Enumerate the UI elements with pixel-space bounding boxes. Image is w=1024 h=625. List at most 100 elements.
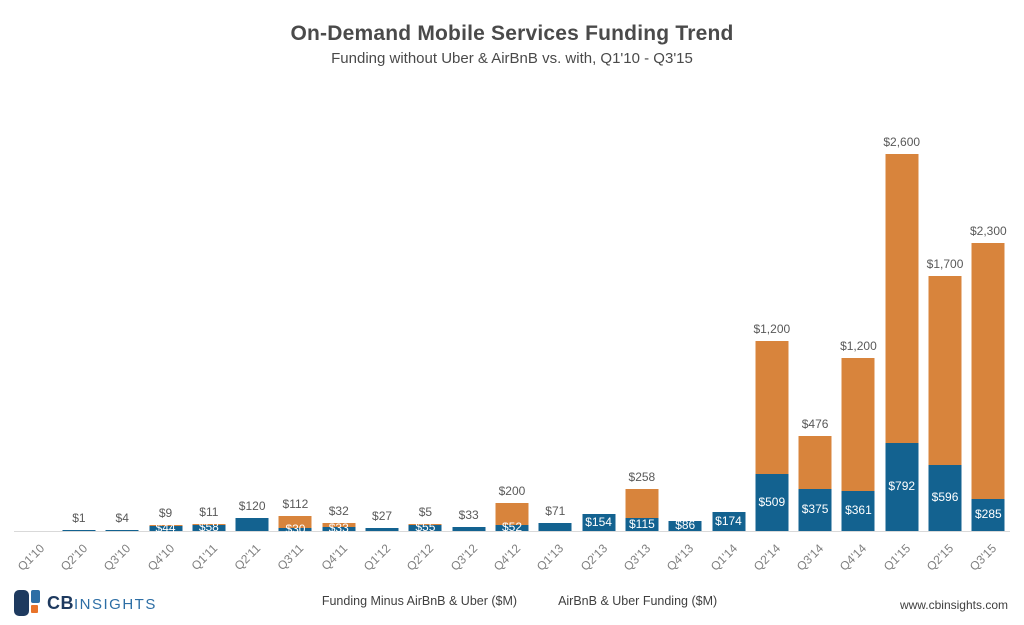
segment-funding-minus: [452, 527, 486, 531]
value-label-above: $1,700: [926, 257, 964, 271]
stacked-bar: $112 $30: [278, 498, 312, 535]
stacked-bar: $258 $115: [625, 471, 659, 531]
value-label-above: $27: [372, 509, 393, 523]
segment-funding-minus: [538, 523, 572, 531]
value-label-above: $71: [545, 504, 566, 518]
bar-slot-Q1-10: Q1'10: [14, 110, 57, 573]
value-label-inside: $52: [501, 520, 522, 534]
cbinsights-logo-text: CB INSIGHTS: [47, 593, 157, 614]
bar-slot-Q4-10: $9 $44 Q4'10: [144, 110, 187, 574]
value-label-above: $4: [115, 511, 129, 525]
value-label-above: $258: [628, 470, 656, 484]
segment-funding-minus: [755, 474, 789, 531]
legend-label-airbnb-uber: AirBnB & Uber Funding ($M): [558, 594, 718, 608]
segment-funding-minus: [495, 525, 529, 531]
bar-slot-Q2-15: $1,700 $596 Q2'15: [923, 110, 966, 574]
segment-funding-minus: [278, 528, 312, 531]
segment-funding-minus: [365, 528, 399, 531]
plot-area: Q1'10 $1 Q2'10 $4 Q3'10 $9 $44 Q4'10 $11 $58 Q1'11…: [14, 110, 1010, 574]
x-axis-line: [14, 531, 1010, 532]
value-label-above: $1,200: [840, 339, 877, 353]
stacked-bar: $1,200 $361: [840, 340, 877, 531]
legend-item-funding-minus: Funding Minus AirBnB & Uber ($M): [307, 594, 517, 608]
bar-slot-Q3-14: $476 $375 Q3'14: [793, 110, 836, 574]
bar-slot-Q1-14: $174 Q1'14: [707, 110, 750, 574]
stacked-bar: $1: [62, 512, 96, 531]
segment-funding-minus: [582, 514, 616, 531]
x-tick-label: Q4'10: [144, 541, 177, 574]
segment-airbnb-uber: [322, 523, 356, 527]
x-tick-label: Q3'11: [275, 541, 307, 573]
segment-funding-minus: [885, 443, 919, 531]
value-label-inside: $174: [715, 513, 742, 528]
stacked-bar: $33: [452, 509, 486, 531]
value-label-inside: $86: [675, 518, 696, 532]
segment-airbnb-uber: [278, 516, 312, 528]
stacked-bar: $200 $52: [495, 485, 529, 534]
legend-label-funding-minus: Funding Minus AirBnB & Uber ($M): [321, 594, 518, 608]
bar-slot-Q3-10: $4 Q3'10: [101, 110, 144, 574]
stacked-bar: $120: [235, 500, 269, 531]
bar-slot-Q2-14: $1,200 $509 Q2'14: [750, 110, 793, 574]
value-label-above: $1,200: [753, 322, 791, 336]
segment-funding-minus: [928, 465, 962, 531]
segment-airbnb-uber: [798, 436, 832, 489]
bar-slot-Q4-12: $200 $52 Q4'12: [490, 110, 533, 574]
segment-airbnb-uber: [408, 524, 442, 525]
segment-funding-minus: [192, 525, 226, 531]
cbinsights-logo-icon: [14, 590, 40, 616]
bar-slot-Q1-13: $71 Q1'13: [534, 110, 577, 574]
segment-funding-minus: [971, 499, 1005, 531]
value-label-inside: $58: [198, 520, 219, 534]
bar-slot-Q2-13: $154 Q2'13: [577, 110, 620, 574]
segment-airbnb-uber: [625, 489, 659, 518]
segment-airbnb-uber: [149, 525, 183, 526]
chart-title: On-Demand Mobile Services Funding Trend: [290, 22, 734, 45]
stacked-bar: $9 $44: [149, 507, 183, 534]
value-label-inside: $285: [974, 507, 1002, 521]
value-label-above: $33: [458, 508, 479, 522]
bar-slot-Q2-11: $120 Q2'11: [231, 110, 274, 573]
bar-slot-Q1-15: $2,600 $792 Q1'15: [880, 110, 923, 574]
segment-funding-minus: [841, 491, 875, 531]
segment-funding-minus: [798, 489, 832, 531]
bar-slot-Q1-11: $11 $58 Q1'11: [187, 110, 230, 573]
segment-airbnb-uber: [928, 276, 962, 465]
value-label-above: $476: [801, 417, 829, 431]
value-label-above: $2,600: [883, 135, 921, 149]
bar-slot-Q3-11: $112 $30 Q3'11: [274, 110, 317, 573]
chart-subtitle: Funding without Uber & AirBnB vs. with, …: [331, 50, 693, 67]
stacked-bar: $476 $375: [798, 418, 832, 531]
bar-slot-Q4-14: $1,200 $361 Q4'14: [837, 110, 880, 574]
stacked-bar: $5 $55: [408, 506, 442, 533]
value-label-inside: $792: [888, 479, 916, 493]
segment-funding-minus: [62, 530, 96, 531]
stacked-bar: $1,700 $596: [927, 258, 963, 531]
value-label-inside: $509: [758, 494, 786, 509]
cbinsights-logo: CB INSIGHTS: [14, 590, 157, 616]
stacked-bar: $4: [105, 512, 139, 531]
segment-airbnb-uber: [192, 524, 226, 525]
segment-funding-minus: [668, 521, 702, 531]
site-url: www.cbinsights.com: [899, 598, 1008, 612]
segment-funding-minus: [105, 530, 139, 531]
stacked-bar: $71: [538, 505, 572, 531]
segment-funding-minus: [408, 525, 442, 531]
value-label-above: $120: [238, 499, 266, 513]
stacked-bar: $86: [668, 518, 702, 532]
value-label-above: $200: [498, 484, 526, 498]
bar-slot-Q4-11: $32 $33 Q4'11: [317, 110, 360, 573]
chart-legend: Funding Minus AirBnB & Uber ($M) AirBnB …: [0, 594, 1024, 608]
stacked-bar: $174: [712, 512, 745, 531]
value-label-inside: $361: [845, 503, 872, 517]
logo-insights-text: INSIGHTS: [74, 595, 157, 613]
segment-funding-minus: [625, 518, 659, 531]
bar-slot-Q1-12: $27 Q1'12: [360, 110, 403, 574]
bar-slot-Q2-12: $5 $55 Q2'12: [404, 110, 447, 574]
value-label-inside: $154: [585, 514, 612, 529]
bar-slot-Q3-13: $258 $115 Q3'13: [620, 110, 663, 574]
bar-slot-Q4-13: $86 Q4'13: [664, 110, 707, 574]
value-label-inside: $33: [328, 521, 349, 535]
value-label-above: $5: [418, 505, 433, 519]
segment-airbnb-uber: [755, 341, 789, 474]
